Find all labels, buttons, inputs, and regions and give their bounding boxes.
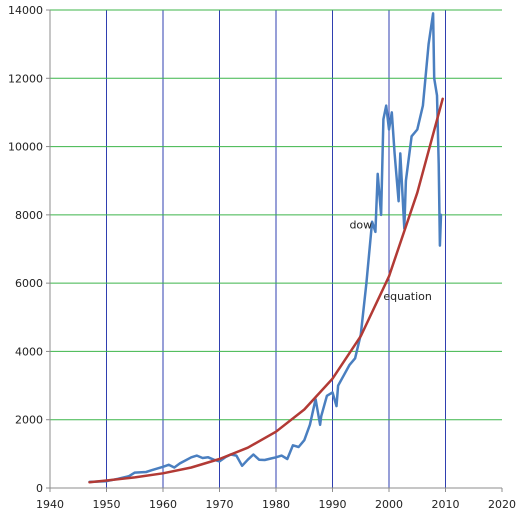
y-tick-labels: 0 2000 4000 6000 8000 10000 12000 14000 [8, 4, 43, 495]
x-tick-label: 1980 [262, 498, 290, 511]
series-labels: dow equation [349, 219, 431, 304]
x-tick-label: 1950 [93, 498, 121, 511]
y-tick-label: 4000 [15, 345, 43, 358]
y-tick-label: 12000 [8, 72, 43, 85]
axes [46, 9, 503, 492]
x-tick-label: 1990 [319, 498, 347, 511]
vertical-gridlines [106, 10, 446, 488]
y-tick-label: 6000 [15, 277, 43, 290]
dow-series-label: dow [349, 219, 372, 232]
x-tick-label: 1970 [206, 498, 234, 511]
x-tick-labels: 1940 1950 1960 1970 1980 1990 2000 2010 2020 [36, 498, 516, 511]
y-tick-label: 10000 [8, 141, 43, 154]
x-tick-label: 2010 [432, 498, 460, 511]
y-tick-label: 8000 [15, 209, 43, 222]
x-tick-label: 2020 [488, 498, 516, 511]
y-tick-label: 0 [36, 482, 43, 495]
equation-series-label: equation [383, 290, 432, 303]
equation-series-line [88, 97, 444, 484]
y-tick-label: 14000 [8, 4, 43, 17]
series-lines [88, 12, 444, 484]
y-tick-label: 2000 [15, 414, 43, 427]
x-tick-label: 1960 [149, 498, 177, 511]
x-tick-label: 2000 [375, 498, 403, 511]
dow-series-line [88, 12, 443, 484]
x-tick-label: 1940 [36, 498, 64, 511]
